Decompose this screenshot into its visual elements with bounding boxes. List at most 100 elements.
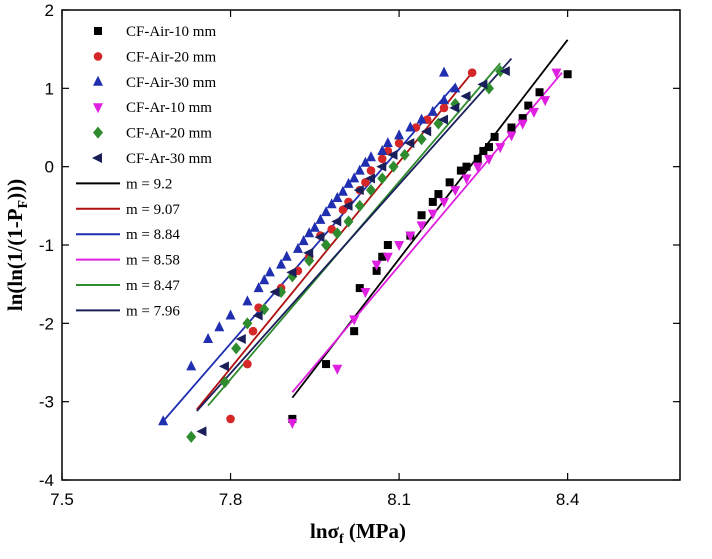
y-tick-label: -3 — [39, 393, 54, 412]
data-point — [439, 66, 450, 77]
data-point — [460, 91, 471, 102]
data-point — [292, 242, 303, 253]
data-point — [376, 161, 387, 172]
x-tick-label: 7.8 — [219, 490, 243, 509]
data-point — [394, 241, 405, 251]
data-point — [350, 327, 359, 336]
data-point — [484, 143, 493, 152]
data-point — [427, 105, 438, 116]
data-point — [196, 426, 207, 437]
legend-label: m = 8.58 — [126, 253, 180, 269]
data-point — [427, 209, 438, 220]
data-point — [517, 119, 528, 130]
data-point — [321, 206, 332, 217]
y-tick-label: -2 — [39, 314, 54, 333]
legend-label: m = 9.2 — [126, 176, 172, 192]
data-point — [360, 156, 371, 167]
data-point — [551, 68, 562, 79]
data-point — [528, 107, 539, 118]
data-point — [462, 162, 471, 171]
legend: CF-Air-10 mm CF-Air-20 mm CF-Air-30 mm CF-A… — [76, 24, 216, 319]
data-point — [349, 172, 360, 183]
data-point — [387, 149, 398, 160]
data-point — [158, 415, 169, 426]
data-point — [331, 216, 342, 227]
x-tick-label: 8.1 — [387, 490, 411, 509]
legend-marker — [93, 52, 103, 61]
data-point — [332, 192, 343, 202]
data-point — [276, 258, 287, 269]
legend-label: m = 7.96 — [126, 303, 180, 319]
legend-label: CF-Air-30 mm — [126, 75, 216, 91]
data-point — [338, 205, 348, 215]
data-point — [343, 177, 354, 188]
data-point — [399, 148, 410, 161]
data-point — [439, 94, 450, 105]
data-point — [404, 138, 415, 149]
data-point — [326, 198, 337, 209]
fit-line — [196, 72, 473, 411]
data-point — [243, 359, 252, 369]
data-point — [366, 151, 376, 162]
data-point — [372, 266, 381, 275]
data-point — [321, 239, 332, 251]
data-point — [450, 82, 461, 93]
data-point — [309, 221, 320, 232]
data-point — [269, 287, 280, 297]
data-point — [225, 309, 236, 320]
data-point — [405, 121, 416, 132]
data-point — [231, 342, 242, 355]
y-tick-label: -1 — [39, 236, 54, 255]
data-point — [242, 317, 253, 330]
data-point — [371, 260, 382, 271]
data-point — [473, 154, 482, 163]
data-point — [518, 114, 527, 123]
data-point — [360, 288, 371, 298]
data-point — [361, 178, 370, 187]
data-point — [366, 184, 376, 197]
data-point — [506, 131, 517, 142]
legend-label: CF-Ar-30 mm — [126, 151, 212, 167]
data-point — [394, 138, 404, 148]
data-point — [304, 227, 315, 238]
data-point — [421, 126, 432, 137]
x-tick-label: 8.4 — [556, 490, 580, 509]
axis-ticks: 7.5 7.8 8.1 8.4 -4 -3 -2 -1 0 1 2 — [39, 1, 680, 509]
data-point — [499, 66, 510, 77]
data-points — [158, 65, 572, 443]
legend-label: CF-Ar-10 mm — [126, 100, 212, 116]
data-point — [388, 160, 399, 173]
data-point — [524, 101, 533, 110]
data-point — [218, 361, 229, 372]
data-point — [214, 321, 225, 332]
data-point — [253, 282, 264, 293]
data-point — [252, 310, 263, 321]
data-point — [259, 274, 270, 285]
data-point — [450, 186, 461, 197]
data-point — [337, 185, 348, 196]
data-point — [507, 123, 516, 132]
legend-label: m = 9.07 — [126, 202, 180, 218]
fit-line — [291, 72, 563, 393]
data-point — [303, 247, 314, 258]
data-point — [366, 166, 376, 175]
data-point — [355, 284, 364, 293]
data-point — [428, 197, 437, 206]
data-point — [563, 70, 572, 79]
data-point — [378, 252, 387, 261]
data-point — [219, 376, 230, 389]
data-point — [322, 360, 331, 369]
data-point — [461, 174, 472, 185]
y-tick-label: 1 — [45, 79, 54, 98]
data-point — [377, 154, 387, 164]
legend-label: m = 8.47 — [126, 278, 180, 294]
data-point — [483, 154, 494, 165]
data-point — [353, 185, 364, 196]
data-point — [416, 221, 427, 232]
data-point — [203, 333, 214, 343]
data-point — [416, 133, 427, 146]
data-point — [377, 172, 388, 185]
data-point — [287, 418, 298, 429]
legend-label: CF-Air-20 mm — [126, 49, 216, 65]
data-point — [382, 137, 393, 148]
